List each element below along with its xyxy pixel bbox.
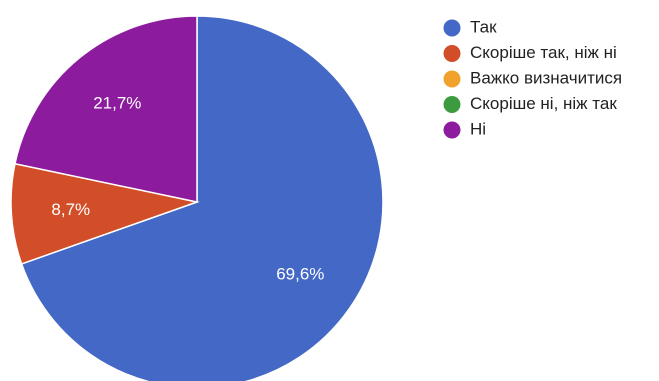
legend-swatch-4 xyxy=(443,121,461,139)
pie-slice-1 xyxy=(10,162,200,265)
pie-slice-0 xyxy=(20,15,384,381)
legend: Так Скоріше так, ніж ні Важко визначитися С… xyxy=(443,17,622,139)
slice-label-4: 21,7% xyxy=(93,93,141,112)
legend-label-1: Скоріше так, ніж ні xyxy=(470,43,617,62)
legend-item-0: Так xyxy=(443,17,497,37)
legend-swatch-0 xyxy=(443,19,461,37)
legend-item-2: Важко визначитися xyxy=(443,68,622,88)
legend-swatch-3 xyxy=(443,96,461,113)
legend-label-2: Важко визначитися xyxy=(470,68,622,87)
legend-item-4: Ні xyxy=(443,119,486,139)
pie-slice-labels: 69,6% 8,7% 21,7% xyxy=(51,93,324,283)
legend-item-3: Скоріше ні, ніж так xyxy=(443,94,617,113)
legend-swatch-2 xyxy=(443,70,461,88)
legend-label-4: Ні xyxy=(470,119,486,138)
pie-slice-4 xyxy=(14,15,198,203)
pie-slices xyxy=(10,15,384,381)
legend-item-1: Скоріше так, ніж ні xyxy=(443,43,617,62)
legend-label-3: Скоріше ні, ніж так xyxy=(470,94,617,113)
legend-label-0: Так xyxy=(470,17,497,36)
legend-swatch-1 xyxy=(443,45,461,62)
slice-label-1: 8,7% xyxy=(51,200,90,219)
slice-label-0: 69,6% xyxy=(276,265,324,284)
